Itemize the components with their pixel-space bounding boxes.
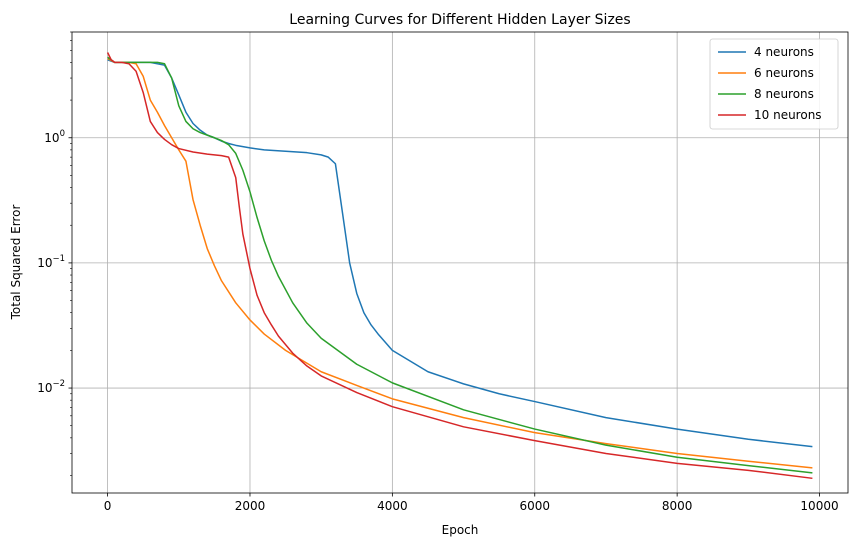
y-tick-label: 100: [44, 129, 65, 145]
x-axis-label: Epoch: [442, 523, 479, 537]
series-lines: [106, 52, 813, 480]
chart-title: Learning Curves for Different Hidden Lay…: [289, 12, 630, 28]
legend-label: 6 neurons: [754, 66, 814, 80]
legend-label: 4 neurons: [754, 45, 814, 59]
x-tick-label: 10000: [800, 499, 838, 513]
legend: 4 neurons 6 neurons 8 neurons 10 neurons: [709, 38, 839, 130]
legend-label: 10 neurons: [754, 108, 822, 122]
x-tick-label: 4000: [377, 499, 408, 513]
x-tick-label: 0: [104, 499, 112, 513]
y-tick-label: 10−2: [37, 379, 65, 395]
legend-box: [709, 38, 839, 130]
series-line-4: [106, 52, 813, 480]
y-tick-label: 10−1: [37, 254, 65, 270]
x-axis-ticks: 0 2000 4000 6000 8000 10000: [104, 493, 839, 513]
series-line-1: [107, 59, 813, 448]
series-line-2: [107, 57, 813, 469]
x-tick-label: 8000: [662, 499, 693, 513]
y-axis-label: Total Squared Error: [9, 205, 23, 321]
plot-area-frame: [71, 31, 849, 494]
legend-label: 8 neurons: [754, 87, 814, 101]
series-line-3: [107, 56, 813, 474]
y-axis-ticks: 10−2 10−1 100: [37, 31, 72, 476]
x-tick-label: 6000: [519, 499, 550, 513]
x-tick-label: 2000: [235, 499, 266, 513]
